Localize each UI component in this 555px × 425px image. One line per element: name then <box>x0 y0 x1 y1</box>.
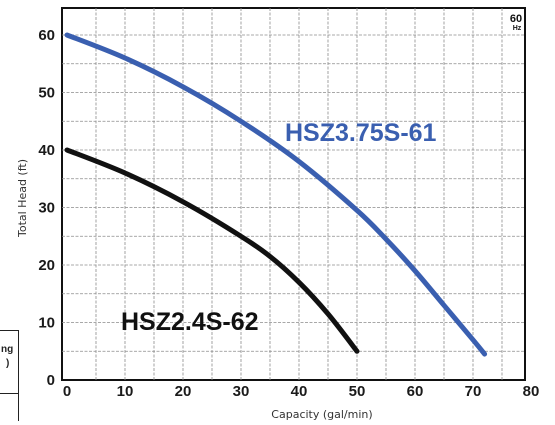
y-tick-label: 20 <box>38 257 55 274</box>
x-tick-label: 80 <box>523 383 540 400</box>
series-layer <box>64 32 488 357</box>
series-line-hsz375 <box>64 32 488 357</box>
partial-side-table: ng ) <box>0 330 19 421</box>
plot-area <box>61 7 526 381</box>
y-tick-label: 40 <box>38 142 55 159</box>
x-tick-label: 40 <box>291 383 308 400</box>
y-axis-ticks: 0 10 20 30 40 50 60 <box>38 27 55 389</box>
x-tick-label: 30 <box>233 383 250 400</box>
frequency-badge-value: 60 <box>510 13 522 25</box>
y-tick-label: 30 <box>38 200 55 217</box>
frequency-badge-unit: Hz <box>513 25 522 32</box>
y-tick-label: 50 <box>38 85 55 102</box>
x-tick-label: 60 <box>407 383 424 400</box>
x-axis-ticks: 0 10 20 30 40 50 60 70 80 <box>63 383 540 400</box>
series-label-hsz375: HSZ3.75S-61 <box>285 119 437 147</box>
series-line-hsz24 <box>64 147 360 354</box>
x-tick-label: 50 <box>349 383 366 400</box>
x-tick-label: 10 <box>117 383 134 400</box>
y-axis-title: Total Head (ft) <box>16 159 29 238</box>
x-tick-label: 20 <box>175 383 192 400</box>
side-table-text-2: ) <box>6 358 10 369</box>
side-table-text-1: ng <box>1 344 14 355</box>
x-tick-label: 0 <box>63 383 71 400</box>
x-axis-title: Capacity (gal/min) <box>271 408 372 421</box>
y-tick-label: 0 <box>47 372 55 389</box>
y-tick-label: 10 <box>38 315 55 332</box>
side-table-rule <box>0 393 18 394</box>
x-tick-label: 70 <box>465 383 482 400</box>
series-label-hsz24: HSZ2.4S-62 <box>121 308 259 336</box>
y-tick-label: 60 <box>38 27 55 44</box>
